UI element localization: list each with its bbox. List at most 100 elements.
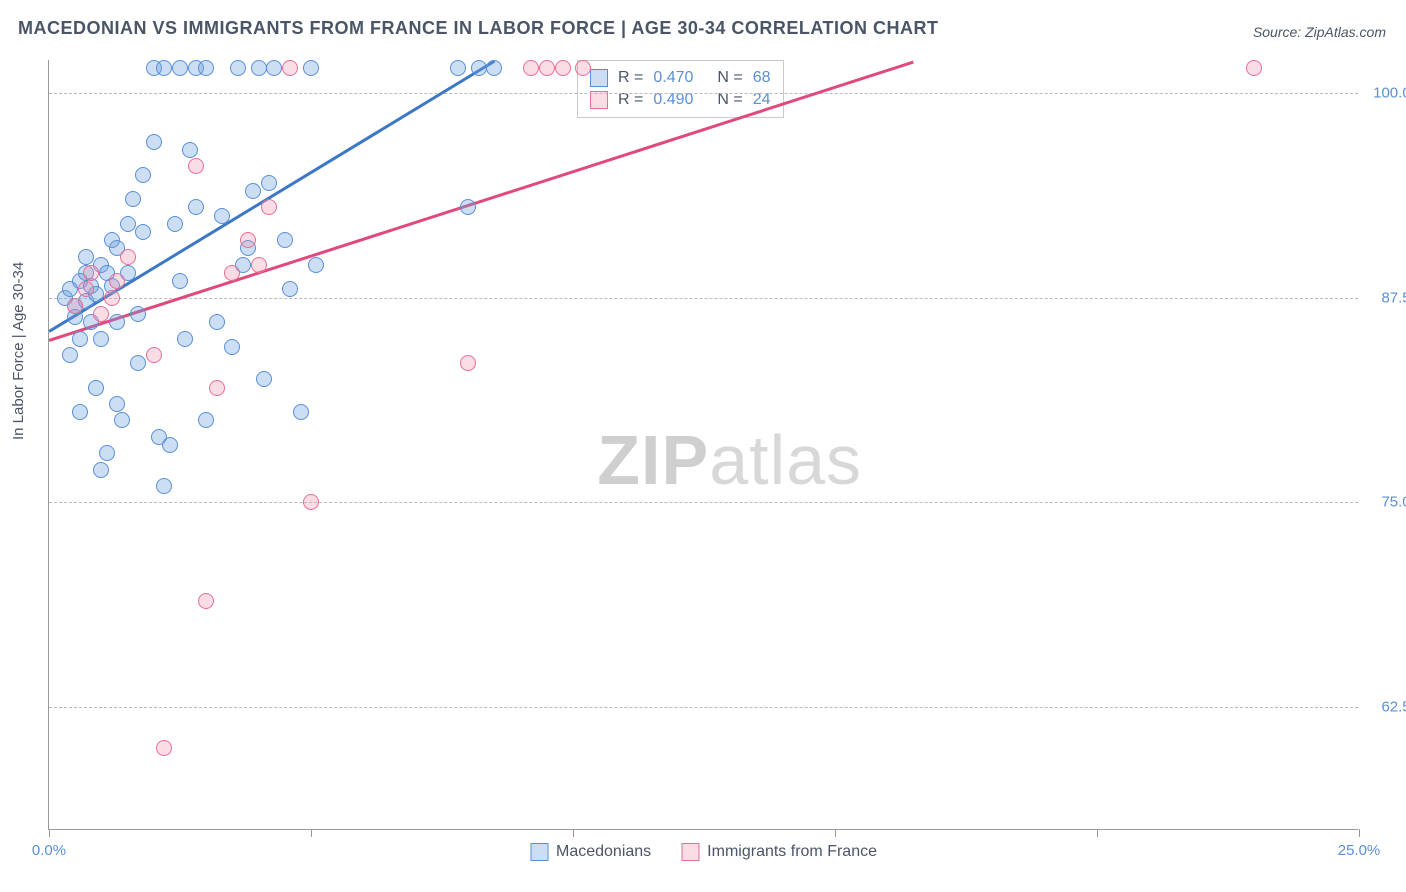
y-tick-label: 100.0% [1373, 84, 1406, 101]
scatter-point-blue [450, 60, 466, 76]
legend-item-2: Immigrants from France [681, 843, 877, 861]
scatter-point-blue [156, 478, 172, 494]
y-axis-label: In Labor Force | Age 30-34 [10, 262, 27, 440]
x-tick [835, 829, 836, 837]
legend-label-1: Macedonians [556, 843, 651, 861]
scatter-point-blue [93, 462, 109, 478]
scatter-point-pink [460, 355, 476, 371]
swatch-blue-icon [530, 843, 548, 861]
scatter-point-blue [156, 60, 172, 76]
scatter-point-blue [162, 437, 178, 453]
scatter-point-pink [146, 347, 162, 363]
scatter-point-pink [575, 60, 591, 76]
stat-row-series1: R = 0.470 N = 68 [590, 67, 771, 89]
scatter-point-pink [539, 60, 555, 76]
scatter-point-blue [62, 347, 78, 363]
scatter-point-pink [523, 60, 539, 76]
scatter-point-blue [99, 445, 115, 461]
scatter-point-pink [156, 740, 172, 756]
gridline-horizontal [49, 707, 1358, 708]
scatter-point-blue [120, 216, 136, 232]
stat-n-label: N = [717, 69, 742, 87]
scatter-point-blue [261, 175, 277, 191]
x-tick [1359, 829, 1360, 837]
scatter-point-pink [188, 158, 204, 174]
scatter-point-pink [555, 60, 571, 76]
scatter-point-blue [135, 167, 151, 183]
x-tick [1097, 829, 1098, 837]
watermark-bold: ZIP [597, 421, 709, 499]
stat-r-label: R = [618, 69, 643, 87]
scatter-point-blue [188, 199, 204, 215]
scatter-point-pink [251, 257, 267, 273]
scatter-point-pink [282, 60, 298, 76]
scatter-point-blue [293, 404, 309, 420]
scatter-point-blue [109, 396, 125, 412]
scatter-point-blue [277, 232, 293, 248]
scatter-point-blue [182, 142, 198, 158]
x-tick-label: 0.0% [32, 842, 66, 859]
correlation-stats-box: R = 0.470 N = 68 R = 0.490 N = 24 [577, 60, 784, 118]
scatter-point-pink [109, 273, 125, 289]
scatter-point-blue [214, 208, 230, 224]
scatter-point-blue [282, 281, 298, 297]
x-tick [311, 829, 312, 837]
scatter-point-blue [167, 216, 183, 232]
watermark: ZIPatlas [597, 420, 862, 500]
scatter-point-pink [224, 265, 240, 281]
scatter-point-blue [146, 134, 162, 150]
scatter-point-pink [83, 265, 99, 281]
scatter-point-pink [93, 306, 109, 322]
gridline-horizontal [49, 93, 1358, 94]
x-tick [49, 829, 50, 837]
scatter-point-blue [245, 183, 261, 199]
x-tick [573, 829, 574, 837]
scatter-point-blue [114, 412, 130, 428]
scatter-point-blue [303, 60, 319, 76]
scatter-point-blue [130, 306, 146, 322]
scatter-point-blue [251, 60, 267, 76]
scatter-point-blue [88, 380, 104, 396]
scatter-point-pink [120, 249, 136, 265]
scatter-point-pink [261, 199, 277, 215]
scatter-point-blue [177, 331, 193, 347]
gridline-horizontal [49, 502, 1358, 503]
scatter-point-pink [78, 281, 94, 297]
scatter-point-pink [67, 298, 83, 314]
scatter-point-blue [93, 331, 109, 347]
watermark-light: atlas [709, 421, 862, 499]
legend-item-1: Macedonians [530, 843, 651, 861]
scatter-point-blue [266, 60, 282, 76]
scatter-point-blue [224, 339, 240, 355]
scatter-point-blue [198, 60, 214, 76]
legend: Macedonians Immigrants from France [530, 843, 877, 861]
scatter-point-blue [308, 257, 324, 273]
stat-n-value-1: 68 [753, 69, 771, 87]
scatter-point-blue [172, 60, 188, 76]
scatter-point-pink [240, 232, 256, 248]
plot-area: ZIPatlas R = 0.470 N = 68 R = 0.490 N = … [48, 60, 1358, 830]
swatch-pink-icon [681, 843, 699, 861]
scatter-point-blue [460, 199, 476, 215]
y-tick-label: 75.0% [1381, 494, 1406, 511]
scatter-point-blue [72, 404, 88, 420]
scatter-point-blue [471, 60, 487, 76]
scatter-point-blue [172, 273, 188, 289]
scatter-point-blue [72, 331, 88, 347]
swatch-blue-icon [590, 69, 608, 87]
x-tick-label: 25.0% [1338, 842, 1381, 859]
scatter-point-pink [303, 494, 319, 510]
scatter-point-blue [198, 412, 214, 428]
gridline-horizontal [49, 298, 1358, 299]
scatter-point-blue [109, 314, 125, 330]
source-attribution: Source: ZipAtlas.com [1253, 24, 1386, 40]
y-tick-label: 87.5% [1381, 289, 1406, 306]
scatter-point-blue [78, 249, 94, 265]
scatter-point-blue [130, 355, 146, 371]
y-tick-label: 62.5% [1381, 699, 1406, 716]
scatter-point-pink [104, 290, 120, 306]
scatter-point-blue [256, 371, 272, 387]
chart-container: MACEDONIAN VS IMMIGRANTS FROM FRANCE IN … [0, 0, 1406, 892]
legend-label-2: Immigrants from France [707, 843, 877, 861]
scatter-point-blue [209, 314, 225, 330]
